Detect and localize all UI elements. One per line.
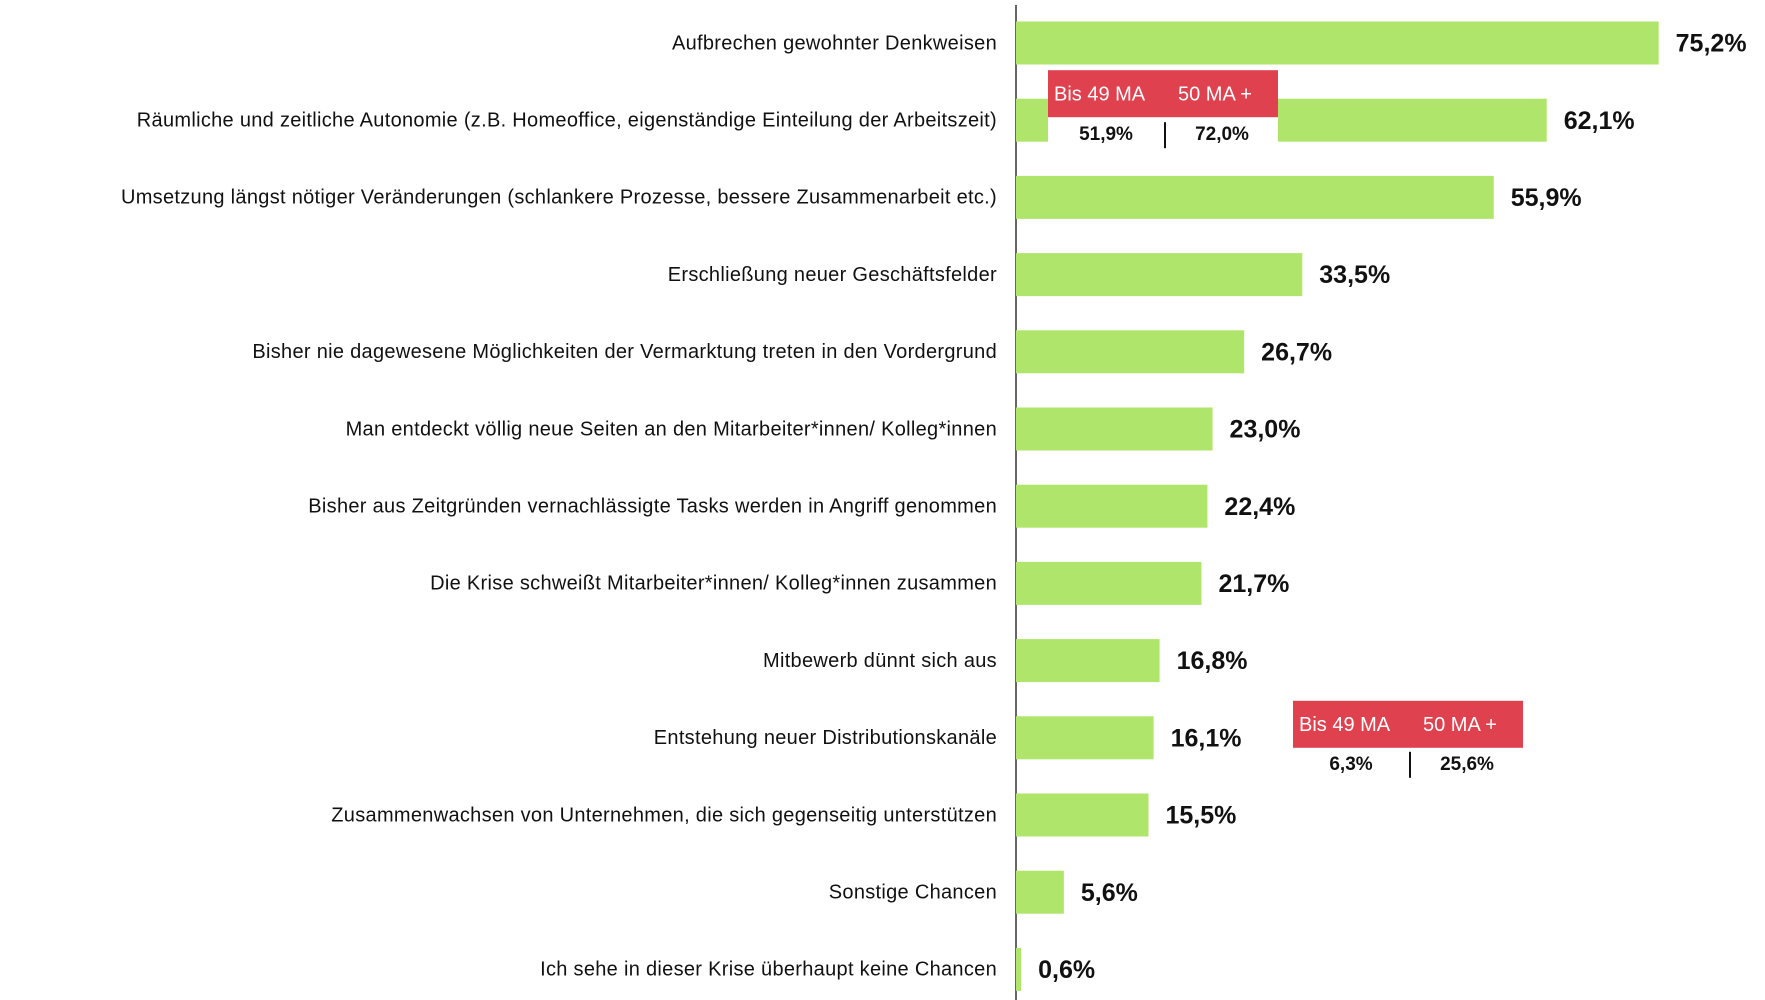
category-label: Sonstige Chancen (829, 881, 997, 903)
callout-label: 50 MA + (1178, 83, 1252, 105)
bar (1016, 253, 1303, 297)
callout-box (1293, 700, 1523, 748)
value-label: 55,9% (1511, 184, 1582, 212)
bar (1016, 639, 1160, 683)
category-label: Umsetzung längst nötiger Veränderungen (… (121, 187, 997, 209)
value-label: 0,6% (1038, 956, 1095, 984)
bar (1016, 870, 1064, 914)
value-label: 15,5% (1165, 802, 1236, 830)
callout-box (1048, 70, 1278, 118)
callout-label: Bis 49 MA (1299, 714, 1391, 736)
value-label: 21,7% (1218, 570, 1289, 598)
value-label: 33,5% (1319, 261, 1390, 289)
category-label: Erschließung neuer Geschäftsfelder (668, 264, 997, 286)
value-label: 23,0% (1230, 416, 1301, 444)
value-label: 16,8% (1177, 647, 1248, 675)
bar (1016, 21, 1659, 65)
callout-value: 72,0% (1195, 124, 1249, 145)
bar (1016, 175, 1494, 219)
bar (1016, 947, 1022, 991)
bar (1016, 407, 1213, 451)
category-label: Räumliche und zeitliche Autonomie (z.B. … (137, 109, 997, 131)
bar (1016, 793, 1149, 837)
bar (1016, 561, 1202, 605)
bar (1016, 330, 1245, 374)
callout-value: 51,9% (1079, 124, 1133, 145)
value-label: 16,1% (1171, 724, 1242, 752)
bar (1016, 484, 1208, 528)
callout-label: 50 MA + (1423, 714, 1497, 736)
category-label: Bisher nie dagewesene Möglichkeiten der … (252, 341, 997, 363)
category-label: Die Krise schweißt Mitarbeiter*innen/ Ko… (430, 573, 997, 595)
category-label: Mitbewerb dünnt sich aus (763, 650, 997, 672)
value-label: 22,4% (1224, 493, 1295, 521)
category-label: Man entdeckt völlig neue Seiten an den M… (346, 418, 997, 440)
callout-value: 6,3% (1329, 754, 1372, 775)
value-label: 75,2% (1676, 30, 1747, 58)
category-label: Aufbrechen gewohnter Denkweisen (672, 32, 997, 54)
category-label: Entstehung neuer Distributionskanäle (654, 727, 997, 749)
value-label: 5,6% (1081, 879, 1138, 907)
callout-value: 25,6% (1440, 754, 1494, 775)
category-label: Ich sehe in dieser Krise überhaupt keine… (540, 959, 997, 981)
bar (1016, 716, 1154, 760)
value-label: 62,1% (1564, 107, 1635, 135)
callout-label: Bis 49 MA (1054, 83, 1146, 105)
category-label: Zusammenwachsen von Unternehmen, die sic… (331, 804, 997, 826)
value-label: 26,7% (1261, 338, 1332, 366)
category-label: Bisher aus Zeitgründen vernachlässigte T… (308, 495, 997, 517)
